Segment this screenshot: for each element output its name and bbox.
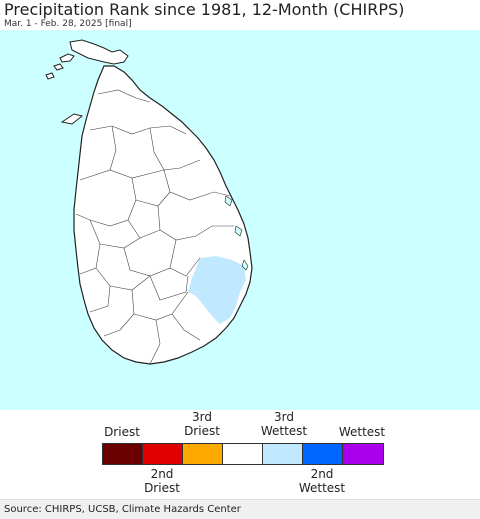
- highlight-region: [188, 256, 246, 324]
- source-credit: Source: CHIRPS, UCSB, Climate Hazards Ce…: [4, 504, 241, 515]
- jaffna-peninsula: [69, 39, 129, 65]
- legend-label-2nd-driest: 2nd Driest: [144, 467, 180, 495]
- map-title: Precipitation Rank since 1981, 12-Month …: [4, 0, 405, 19]
- swatch-2nd-driest: [143, 444, 183, 464]
- swatch-2nd-wettest: [303, 444, 343, 464]
- swatch-wettest: [343, 444, 383, 464]
- swatch-normal: [223, 444, 263, 464]
- legend-label-2nd-wettest: 2nd Wettest: [298, 467, 346, 495]
- sri-lanka-map: [0, 30, 480, 410]
- mannar-island: [60, 113, 84, 125]
- swatch-3rd-driest: [183, 444, 223, 464]
- swatch-driest: [103, 444, 143, 464]
- coastal-lagoons: [224, 195, 249, 271]
- legend-label-wettest: Wettest: [338, 425, 386, 439]
- footer: Source: CHIRPS, UCSB, Climate Hazards Ce…: [0, 499, 480, 519]
- swatch-3rd-wettest: [263, 444, 303, 464]
- legend-label-3rd-wettest: 3rd Wettest: [260, 410, 308, 438]
- legend-color-scale: [102, 443, 384, 465]
- map-subtitle: Mar. 1 - Feb. 28, 2025 [final]: [4, 19, 132, 29]
- legend-label-3rd-driest: 3rd Driest: [184, 410, 220, 438]
- district-borders: [75, 89, 234, 365]
- legend: Driest 3rd Driest 3rd Wettest Wettest 2n…: [0, 410, 480, 498]
- legend-label-driest: Driest: [104, 425, 140, 439]
- northern-islands: [45, 53, 75, 80]
